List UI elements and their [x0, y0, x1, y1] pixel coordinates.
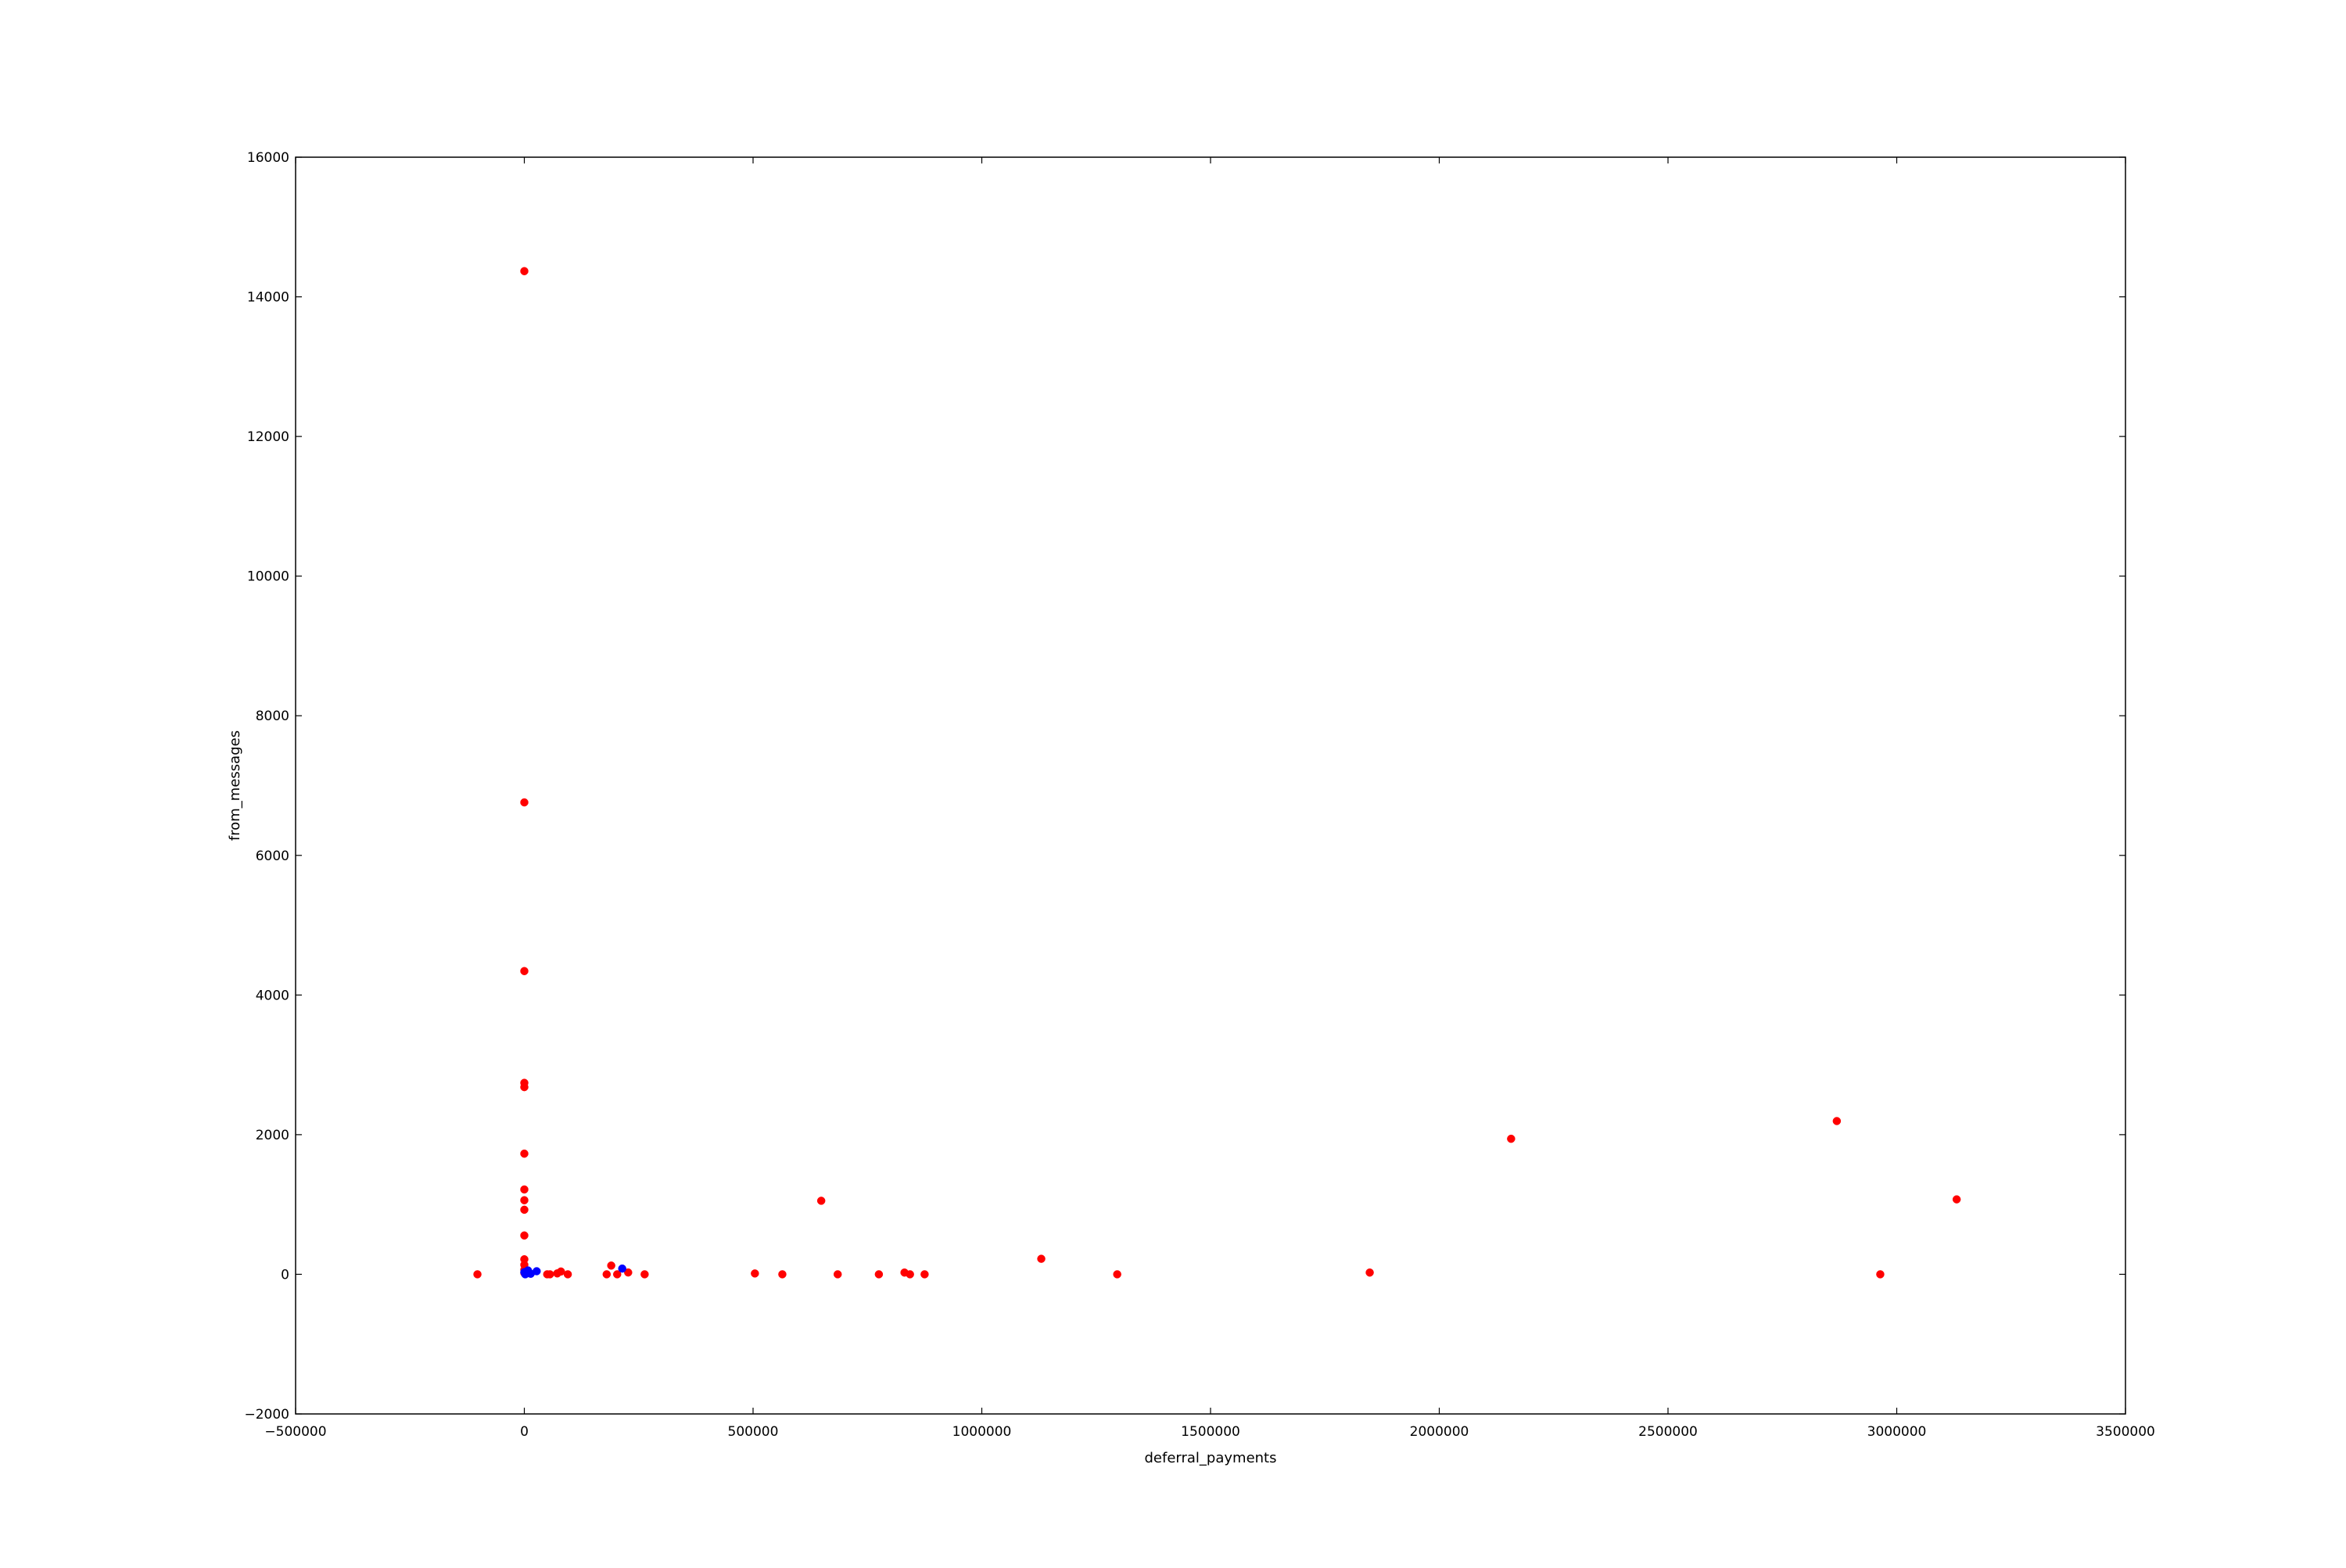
x-tick-label: 1500000: [1181, 1424, 1240, 1440]
data-point-red: [1365, 1268, 1374, 1277]
data-point-red: [1952, 1195, 1961, 1204]
data-point-red: [607, 1261, 615, 1270]
data-point-red: [520, 1205, 529, 1215]
data-point-red: [816, 1197, 826, 1205]
x-axis-ticks: −500000 0 500000 1000000 1500000 2000000 25000…: [264, 157, 2155, 1440]
data-point-red: [520, 1149, 529, 1158]
y-tick-label: 10000: [247, 569, 289, 585]
plot-frame: [295, 156, 2126, 1415]
y-tick-label: 12000: [247, 429, 289, 445]
data-point-red: [563, 1270, 572, 1279]
data-point-red: [906, 1270, 914, 1279]
y-tick-label: −2000: [244, 1407, 289, 1423]
data-point-red: [640, 1270, 649, 1279]
data-point-red: [1876, 1270, 1885, 1279]
data-point-red: [602, 1270, 612, 1279]
data-point-red: [520, 1185, 529, 1194]
x-tick-label: 3000000: [1867, 1424, 1927, 1440]
y-tick-label: 6000: [256, 849, 289, 864]
y-tick-label: 14000: [247, 290, 289, 306]
data-point-blue: [618, 1264, 626, 1273]
x-tick-label: 500000: [728, 1424, 779, 1440]
data-point-red: [520, 798, 529, 807]
x-tick-label: 3500000: [2096, 1424, 2155, 1440]
x-tick-label: 0: [520, 1424, 529, 1440]
data-point-red: [624, 1268, 633, 1277]
y-tick-label: 0: [281, 1267, 289, 1283]
y-tick-label: 8000: [256, 709, 289, 724]
data-point-red: [920, 1270, 929, 1279]
data-point-red: [557, 1267, 565, 1276]
data-point-red: [751, 1269, 759, 1278]
data-point-red: [874, 1270, 884, 1279]
x-tick-label: 2000000: [1410, 1424, 1469, 1440]
data-point-red: [520, 967, 529, 975]
data-point-red: [473, 1270, 482, 1279]
data-point-red: [546, 1270, 554, 1279]
x-tick-label: 1000000: [952, 1424, 1012, 1440]
x-axis-label: deferral_payments: [1145, 1450, 1277, 1466]
data-point-red: [520, 1231, 529, 1240]
data-point-red: [1832, 1117, 1842, 1125]
data-point-red: [778, 1270, 787, 1279]
axes-frame: [295, 156, 2126, 1415]
y-tick-label: 4000: [256, 988, 289, 1003]
data-point-blue: [533, 1267, 541, 1276]
data-point-red: [1507, 1134, 1516, 1143]
data-point-red: [833, 1270, 842, 1279]
data-point-red: [1037, 1254, 1046, 1263]
y-axis-ticks: −2000 0 2000 4000 6000 8000 10000 12000 14000 160…: [244, 150, 2125, 1423]
y-tick-label: 2000: [256, 1128, 289, 1143]
data-points: [473, 267, 1961, 1279]
x-tick-label: −500000: [264, 1424, 326, 1440]
y-tick-label: 16000: [247, 150, 289, 166]
data-point-red: [520, 1196, 529, 1204]
y-axis-label: from_messages: [227, 730, 243, 841]
x-tick-label: 2500000: [1638, 1424, 1698, 1440]
data-point-red: [520, 267, 529, 275]
data-point-red: [613, 1270, 622, 1279]
data-point-red: [1113, 1270, 1121, 1279]
data-point-red: [520, 1082, 529, 1092]
